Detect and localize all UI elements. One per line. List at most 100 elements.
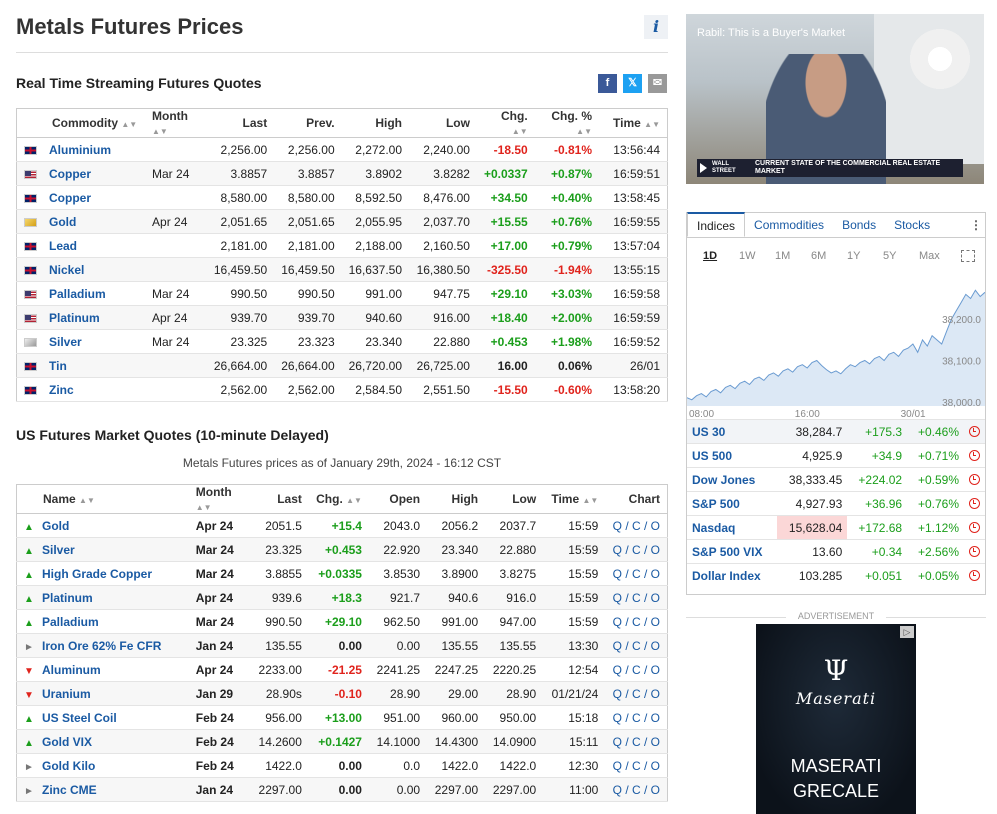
table-row[interactable]: ▼ Uranium Jan 29 28.90s -0.10 28.90 29.00 28.90… xyxy=(16,681,668,706)
facebook-share-icon[interactable]: f xyxy=(598,74,617,93)
col-name-header[interactable]: Name ▲▼ xyxy=(16,484,189,514)
col-time-header[interactable]: Time ▲▼ xyxy=(543,484,606,514)
table-row[interactable]: ► Gold Kilo Feb 24 1422.0 0.00 0.0 1422.0 1422.… xyxy=(16,753,668,778)
table-row[interactable]: ▲ Gold Apr 24 2051.5 +15.4 2043.0 2056.2 2037.7… xyxy=(16,513,668,538)
commodity-name-link[interactable]: Nickel xyxy=(49,262,85,277)
contract-name-link[interactable]: Aluminum xyxy=(42,662,101,677)
table-row[interactable]: ► Zinc CME Jan 24 2297.00 0.00 0.00 2297.00 229… xyxy=(16,777,668,802)
table-row[interactable]: ▲ Platinum Apr 24 939.6 +18.3 921.7 940.6 916.0… xyxy=(16,585,668,610)
commodity-name-link[interactable]: Tin xyxy=(49,358,67,373)
range-1y[interactable]: 1Y xyxy=(847,250,861,262)
commodity-cell[interactable]: Nickel xyxy=(16,257,146,282)
commodity-cell[interactable]: Aluminium xyxy=(16,137,146,162)
table-row[interactable]: ▲ US Steel Coil Feb 24 956.00 +13.00 951.00 96… xyxy=(16,705,668,730)
col-high-header[interactable]: High xyxy=(341,108,410,138)
more-icon[interactable]: ⋮ xyxy=(970,218,982,232)
chart-links[interactable]: Q / C / O xyxy=(605,585,668,610)
tab-bonds[interactable]: Bonds xyxy=(842,218,877,232)
index-row[interactable]: US 500 4,925.9 +34.9 +0.71% xyxy=(687,443,985,468)
name-cell[interactable]: ▲ High Grade Copper xyxy=(16,561,189,586)
index-chart[interactable]: 38,200.0 38,100.0 38,000.0 08:00 16:00 30/01 xyxy=(687,276,985,419)
index-row[interactable]: Nasdaq 15,628.04 +172.68 +1.12% xyxy=(687,515,985,540)
col-month-header[interactable]: Month ▲▼ xyxy=(145,108,207,138)
chart-links[interactable]: Q / C / O xyxy=(605,681,668,706)
commodity-name-link[interactable]: Lead xyxy=(49,238,78,253)
adchoices-icon[interactable]: ▷ xyxy=(900,626,914,638)
contract-name-link[interactable]: US Steel Coil xyxy=(42,710,117,725)
name-cell[interactable]: ▲ Palladium xyxy=(16,609,189,634)
name-cell[interactable]: ▲ Gold xyxy=(16,513,189,538)
index-row[interactable]: Dollar Index 103.285 +0.051 +0.05% xyxy=(687,563,985,588)
col-time-header[interactable]: Time ▲▼ xyxy=(599,108,668,138)
contract-name-link[interactable]: Platinum xyxy=(42,590,93,605)
col-chg-header[interactable]: Chg. ▲▼ xyxy=(308,484,369,514)
range-max[interactable]: Max xyxy=(919,250,940,262)
name-cell[interactable]: ► Gold Kilo xyxy=(16,753,189,778)
index-name-link[interactable]: Nasdaq xyxy=(687,515,777,540)
col-open-header[interactable]: Open xyxy=(368,484,428,514)
commodity-name-link[interactable]: Aluminium xyxy=(49,142,111,157)
index-row[interactable]: S&P 500 VIX 13.60 +0.34 +2.56% xyxy=(687,539,985,564)
name-cell[interactable]: ▼ Uranium xyxy=(16,681,189,706)
commodity-cell[interactable]: Silver xyxy=(16,329,146,354)
range-1m[interactable]: 1M xyxy=(775,250,791,262)
maserati-ad[interactable]: ▷ Ψ Maserati MASERATI GRECALE xyxy=(756,624,916,814)
contract-name-link[interactable]: Uranium xyxy=(42,686,91,701)
commodity-name-link[interactable]: Palladium xyxy=(49,286,106,301)
twitter-share-icon[interactable]: 𝕏 xyxy=(623,74,642,93)
chart-links[interactable]: Q / C / O xyxy=(605,561,668,586)
range-5y[interactable]: 5Y xyxy=(883,250,897,262)
contract-name-link[interactable]: Gold VIX xyxy=(42,734,93,749)
range-1d[interactable]: 1D xyxy=(703,250,718,262)
table-row[interactable]: ▲ Gold VIX Feb 24 14.2600 +0.1427 14.1000 14.4… xyxy=(16,729,668,754)
col-low-header[interactable]: Low xyxy=(409,108,477,138)
name-cell[interactable]: ▼ Aluminum xyxy=(16,657,189,682)
tab-indices[interactable]: Indices xyxy=(687,212,746,237)
table-row[interactable]: Gold Apr 24 2,051.65 2,051.65 2,055.95 2,037.… xyxy=(16,209,668,234)
chart-links[interactable]: Q / C / O xyxy=(605,729,668,754)
commodity-name-link[interactable]: Silver xyxy=(49,334,82,349)
chart-links[interactable]: Q / C / O xyxy=(605,513,668,538)
name-cell[interactable]: ► Iron Ore 62% Fe CFR xyxy=(16,633,189,658)
chart-links[interactable]: Q / C / O xyxy=(605,657,668,682)
table-row[interactable]: ▼ Aluminum Apr 24 2233.00 -21.25 2241.25 2247.… xyxy=(16,657,668,682)
index-row[interactable]: US 30 38,284.7 +175.3 +0.46% xyxy=(687,419,985,444)
table-row[interactable]: Aluminium 2,256.00 2,256.00 2,272.00 2,240.0… xyxy=(16,137,668,162)
index-name-link[interactable]: S&P 500 xyxy=(687,491,777,516)
index-name-link[interactable]: Dollar Index xyxy=(687,563,777,588)
index-name-link[interactable]: Dow Jones xyxy=(687,467,777,492)
email-share-icon[interactable]: ✉ xyxy=(648,74,667,93)
commodity-cell[interactable]: Tin xyxy=(16,353,146,378)
col-last-header[interactable]: Last xyxy=(248,484,309,514)
index-name-link[interactable]: US 500 xyxy=(687,443,777,468)
name-cell[interactable]: ▲ Gold VIX xyxy=(16,729,189,754)
commodity-cell[interactable]: Lead xyxy=(16,233,146,258)
contract-name-link[interactable]: Gold xyxy=(42,518,70,533)
contract-name-link[interactable]: Iron Ore 62% Fe CFR xyxy=(42,638,162,653)
contract-name-link[interactable]: Silver xyxy=(42,542,75,557)
chart-links[interactable]: Q / C / O xyxy=(605,777,668,802)
chart-links[interactable]: Q / C / O xyxy=(605,753,668,778)
name-cell[interactable]: ▲ US Steel Coil xyxy=(16,705,189,730)
table-row[interactable]: Silver Mar 24 23.325 23.323 23.340 22.880 +0.4… xyxy=(16,329,668,354)
commodity-name-link[interactable]: Zinc xyxy=(49,382,74,397)
table-row[interactable]: Platinum Apr 24 939.70 939.70 940.60 916.00 +1… xyxy=(16,305,668,330)
commodity-name-link[interactable]: Copper xyxy=(49,166,91,181)
table-row[interactable]: Tin 26,664.00 26,664.00 26,720.00 26,725.00 1… xyxy=(16,353,668,378)
index-name-link[interactable]: S&P 500 VIX xyxy=(687,539,777,564)
commodity-name-link[interactable]: Platinum xyxy=(49,310,100,325)
contract-name-link[interactable]: Gold Kilo xyxy=(42,758,96,773)
index-row[interactable]: Dow Jones 38,333.45 +224.02 +0.59% xyxy=(687,467,985,492)
chart-links[interactable]: Q / C / O xyxy=(605,705,668,730)
tab-commodities[interactable]: Commodities xyxy=(754,218,825,232)
fullscreen-icon[interactable] xyxy=(961,250,975,262)
info-icon[interactable]: i xyxy=(644,15,668,39)
col-chgp-header[interactable]: Chg. % ▲▼ xyxy=(534,108,599,138)
commodity-cell[interactable]: Gold xyxy=(16,209,146,234)
table-row[interactable]: Lead 2,181.00 2,181.00 2,188.00 2,160.50 +17.… xyxy=(16,233,668,258)
name-cell[interactable]: ▲ Platinum xyxy=(16,585,189,610)
video-player[interactable]: Rabil: This is a Buyer's Market CURRENT … xyxy=(686,14,984,184)
commodity-cell[interactable]: Copper xyxy=(16,185,146,210)
chart-links[interactable]: Q / C / O xyxy=(605,609,668,634)
range-1w[interactable]: 1W xyxy=(739,250,756,262)
